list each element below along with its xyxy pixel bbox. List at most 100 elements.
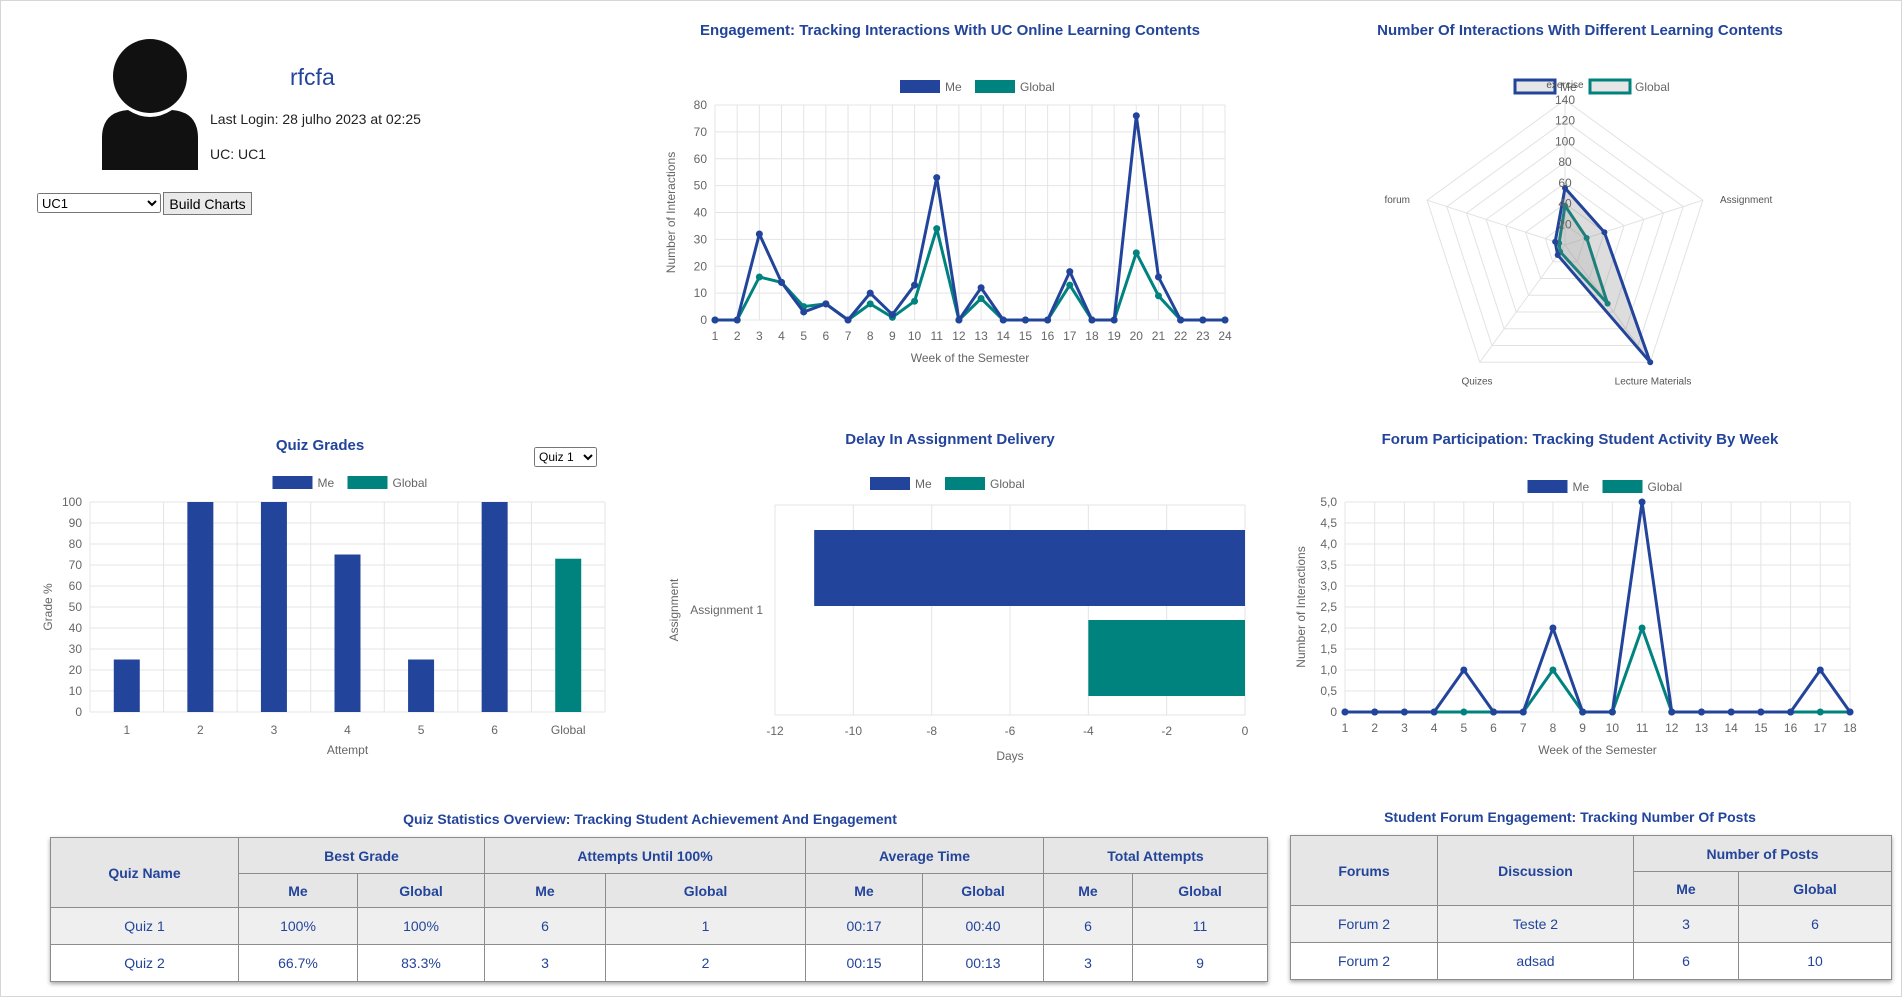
radar-tick-label: 20 — [1558, 217, 1572, 231]
x-tick-label: 19 — [1107, 329, 1121, 343]
data-point-global — [1638, 624, 1646, 632]
forum-stats-title: Student Forum Engagement: Tracking Numbe… — [1384, 809, 1756, 825]
table-cell: 6 — [484, 907, 606, 945]
data-point-global — [1132, 249, 1140, 257]
uc-select[interactable]: UC1 — [37, 193, 161, 213]
y-tick-label: 2,0 — [1320, 621, 1337, 635]
legend-swatch — [900, 80, 940, 93]
data-point-me — [1044, 316, 1052, 324]
radar-grid-ring — [1465, 140, 1665, 330]
data-point-global — [1066, 281, 1074, 289]
x-tick-label: 8 — [1550, 721, 1557, 735]
radar-tick-label: 80 — [1558, 155, 1572, 169]
data-point-global — [1816, 708, 1824, 716]
legend-swatch — [347, 476, 388, 489]
x-tick-label: 13 — [974, 329, 988, 343]
x-tick-label: 6 — [823, 329, 830, 343]
subheader-me: Me — [1043, 873, 1133, 908]
table-cell: Quiz 1 — [50, 907, 239, 945]
quiz-chart-title: Quiz Grades — [275, 437, 365, 454]
radar-spoke — [1426, 199, 1566, 246]
header-attempts-until-100: Attempts Until 100% — [484, 837, 806, 874]
data-point-me — [733, 316, 741, 324]
quiz-select[interactable]: Quiz 1 — [534, 447, 597, 467]
y-axis-label: Number of Interactions — [664, 152, 678, 273]
table-cell: adsad — [1437, 942, 1634, 980]
data-point-me — [977, 284, 985, 292]
x-tick-label: 14 — [997, 329, 1011, 343]
table-cell: 00:15 — [805, 944, 923, 982]
data-point-me — [866, 289, 874, 297]
subheader-global: Global — [1738, 871, 1892, 906]
y-tick-label: 70 — [69, 558, 83, 572]
x-tick-label: 7 — [1520, 721, 1527, 735]
table-cell: 3 — [1633, 905, 1739, 943]
legend-swatch — [1513, 78, 1557, 95]
y-tick-label: 30 — [69, 642, 83, 656]
y-tick-label: 1,0 — [1320, 663, 1337, 677]
x-tick-label: 15 — [1754, 721, 1768, 735]
radar-grid-ring — [1485, 161, 1645, 313]
radar-grid-ring — [1426, 99, 1704, 363]
data-point-me — [1727, 708, 1735, 716]
data-point-me — [1154, 273, 1162, 281]
x-tick-label: 18 — [1085, 329, 1099, 343]
radar-point-me — [1647, 359, 1654, 366]
user-silhouette-icon — [102, 39, 198, 170]
radar-axis-label: Quizes — [1461, 376, 1492, 387]
x-tick-label: 15 — [1019, 329, 1033, 343]
series-line-me — [715, 114, 1225, 322]
table-cell: 100% — [357, 907, 485, 945]
radar-point-me — [1601, 229, 1608, 236]
legend-label: Me — [1560, 80, 1577, 94]
y-tick-label: 10 — [69, 684, 83, 698]
build-charts-button[interactable]: Build Charts — [163, 192, 252, 215]
radar-tick-label: 100 — [1555, 134, 1575, 148]
x-tick-label: 23 — [1196, 329, 1210, 343]
delay-chart: Me Global -12 -10 -8 -6 -4 -2 0 Assignment 1 Days A… — [667, 477, 1249, 763]
table-cell: 6 — [1633, 942, 1739, 980]
table-cell: 3 — [1043, 944, 1133, 982]
header-forums: Forums — [1290, 835, 1438, 906]
table-cell: 11 — [1132, 907, 1268, 945]
data-point-me — [1608, 708, 1616, 716]
y-tick-label: 100 — [62, 495, 82, 509]
header-quiz-name: Quiz Name — [50, 837, 239, 908]
last-login: Last Login: 28 julho 2023 at 02:25 — [210, 111, 421, 127]
data-point-me — [1816, 666, 1824, 674]
x-tick-label: 16 — [1041, 329, 1055, 343]
forum-chart: Me Global 0 0,5 1,0 1,5 2,0 2,5 3,0 3,5 4,0 4,5 5,0 1… — [1294, 480, 1857, 757]
subheader-global: Global — [357, 873, 485, 908]
table-row: Forum 2 adsad 6 10 — [1290, 942, 1892, 980]
x-tick-label: 2 — [1371, 721, 1378, 735]
radar-spoke — [1479, 244, 1566, 363]
x-tick-label: 9 — [889, 329, 896, 343]
table-row: Quiz 1 100% 100% 6 1 00:17 00:40 6 11 — [50, 907, 1268, 945]
data-point-me — [800, 308, 808, 316]
data-point-me — [999, 316, 1007, 324]
data-point-me — [1110, 316, 1118, 324]
bar-global — [555, 558, 582, 712]
x-tick-label: 4 — [344, 723, 351, 737]
y-tick-label: 40 — [69, 621, 83, 635]
y-tick-label: 80 — [69, 537, 83, 551]
x-tick-label: 2 — [734, 329, 741, 343]
y-tick-label: 0 — [700, 313, 707, 327]
y-tick-label: 30 — [694, 232, 708, 246]
series-line-me — [1345, 500, 1852, 714]
legend-label: Me — [1573, 480, 1590, 494]
x-tick-label: -12 — [766, 724, 784, 738]
x-tick-label: -10 — [845, 724, 863, 738]
x-axis-label: Days — [996, 749, 1023, 763]
y-axis-label: Grade % — [41, 583, 55, 631]
data-point-me — [1341, 708, 1349, 716]
x-tick-label: 14 — [1724, 721, 1738, 735]
x-tick-label: 22 — [1174, 329, 1188, 343]
data-point-me — [778, 278, 786, 286]
data-point-me — [1430, 708, 1438, 716]
x-tick-label: 21 — [1152, 329, 1166, 343]
series-line-global — [715, 227, 1225, 322]
legend-swatch — [1588, 78, 1632, 95]
table-cell: Forum 2 — [1290, 905, 1438, 943]
